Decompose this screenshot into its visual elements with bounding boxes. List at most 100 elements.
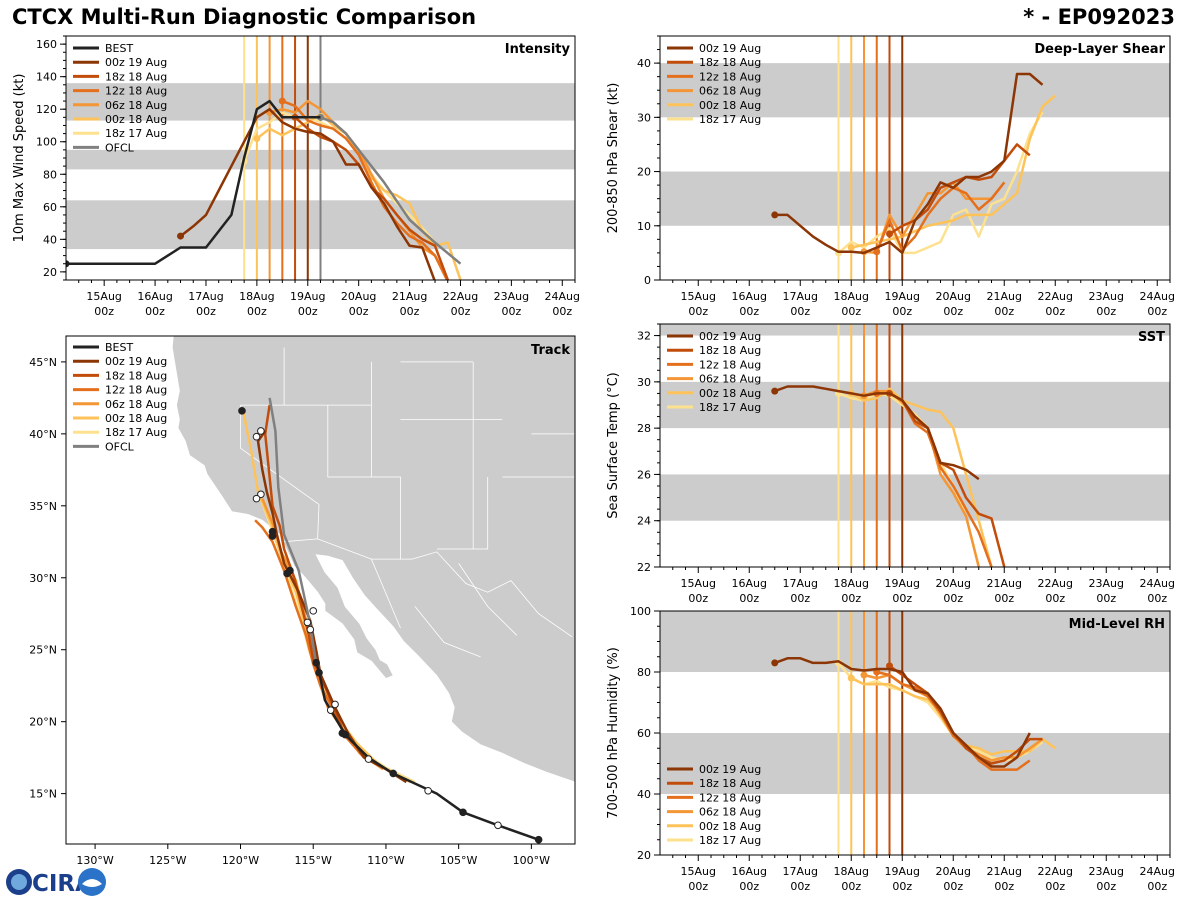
x-tick-label: 00z xyxy=(1147,880,1167,893)
sst-plot-area xyxy=(660,324,1170,567)
series-line xyxy=(774,657,1031,768)
track-position-marker xyxy=(252,494,261,503)
x-tick-label: 22Aug xyxy=(443,290,478,303)
series-line xyxy=(66,99,321,265)
x-tick-label: 00z xyxy=(1147,305,1167,318)
x-tick-label: 00z xyxy=(943,592,963,605)
y-tick-label: 20 xyxy=(43,266,57,279)
x-tick-label: 00z xyxy=(1096,592,1116,605)
x-tick-label: 00z xyxy=(790,880,810,893)
x-tick-label: 16Aug xyxy=(137,290,172,303)
x-tick-label: 00z xyxy=(892,305,912,318)
x-tick-label: 20Aug xyxy=(936,865,971,878)
track-position-marker xyxy=(303,618,312,627)
rh-panel: 15Aug 00z 16Aug 00z 17Aug 00z 18Aug 00z 19Aug 00z… xyxy=(606,605,1175,893)
y-tick-label: 25°N xyxy=(29,644,57,657)
shear-plot-area xyxy=(660,36,1170,280)
series-line xyxy=(888,392,1006,567)
track-position-marker xyxy=(312,658,320,667)
track-position-marker xyxy=(389,769,398,778)
track-legend-entry: 18z 18 Aug xyxy=(105,369,167,382)
series-line xyxy=(888,664,1043,765)
series-line xyxy=(850,387,993,567)
x-tick-label: 00z xyxy=(1045,592,1065,605)
track-position-marker xyxy=(257,490,265,499)
x-tick-label: 00z xyxy=(943,305,963,318)
y-tick-label: 15°N xyxy=(29,788,57,801)
track-panel: 130°W 125°W 120°W 115°W 110°W 105°W 100°W 15°N 2… xyxy=(29,335,576,867)
sst-legend-entry: 00z 18 Aug xyxy=(699,387,761,400)
storm-id: * - EP092023 xyxy=(1023,5,1175,29)
track-line xyxy=(314,662,540,841)
sst-panel: 15Aug 00z 16Aug 00z 17Aug 00z 18Aug 00z 19Aug 00z… xyxy=(606,323,1175,605)
page-title: CTCX Multi-Run Diagnostic Comparison xyxy=(12,5,477,29)
track-position-marker xyxy=(238,407,246,415)
sst-legend-entry: 00z 19 Aug xyxy=(699,330,761,343)
series-start-point xyxy=(886,662,893,670)
shear-legend-entry: 12z 18 Aug xyxy=(699,70,761,83)
x-tick-label: 19Aug xyxy=(885,577,920,590)
y-axis-label: 700-500 hPa Humidity (%) xyxy=(606,647,621,819)
cira-logo: CIRA xyxy=(6,868,106,897)
x-tick-label: 23Aug xyxy=(1089,577,1124,590)
track-legend-entry: 18z 17 Aug xyxy=(105,426,167,439)
x-tick-label: 15Aug xyxy=(681,290,716,303)
y-axis-label: 200-850 hPa Shear (kt) xyxy=(606,83,621,234)
series-start-point xyxy=(771,659,779,667)
series-start-point xyxy=(771,211,779,219)
shear-legend-entry: 18z 18 Aug xyxy=(699,56,761,69)
y-tick-label: 20 xyxy=(637,849,651,862)
threshold-band xyxy=(660,63,1170,118)
x-tick-label: 18Aug xyxy=(239,290,274,303)
track-position-marker xyxy=(315,668,323,677)
sst-legend-entry: 12z 18 Aug xyxy=(699,358,761,371)
x-tick-label: 17Aug xyxy=(188,290,223,303)
track-legend-entry: 00z 19 Aug xyxy=(105,355,167,368)
threshold-band xyxy=(660,733,1170,794)
axes-frame xyxy=(65,335,576,845)
x-tick-label: 00z xyxy=(892,880,912,893)
intensity-legend-entry: 06z 18 Aug xyxy=(105,99,167,112)
x-tick-label: 21Aug xyxy=(987,290,1022,303)
x-tick-label: 00z xyxy=(739,880,759,893)
intensity-panel: 15Aug 00z 16Aug 00z 17Aug 00z 18Aug 00z 19Aug 00z… xyxy=(12,35,580,318)
rh-legend-entry: 06z 18 Aug xyxy=(699,806,761,819)
x-tick-label: 00z xyxy=(196,305,216,318)
y-tick-label: 30 xyxy=(637,376,651,389)
state-border xyxy=(317,504,320,539)
x-tick-label: 00z xyxy=(501,305,521,318)
panel-title: Track xyxy=(531,343,570,358)
x-tick-label: 00z xyxy=(451,305,471,318)
x-tick-label: 00z xyxy=(994,880,1014,893)
y-tick-label: 22 xyxy=(637,561,651,574)
series-start-point xyxy=(886,230,893,238)
series-line xyxy=(837,662,1044,762)
y-tick-label: 35°N xyxy=(29,500,57,513)
y-tick-label: 100 xyxy=(36,136,57,149)
series-line xyxy=(837,111,1044,255)
x-tick-label: 00z xyxy=(739,592,759,605)
x-tick-label: 00z xyxy=(943,880,963,893)
track-position-marker xyxy=(309,607,318,615)
y-tick-label: 100 xyxy=(630,605,651,618)
x-tick-label: 100°W xyxy=(513,854,550,867)
x-tick-label: 110°W xyxy=(367,854,404,867)
x-tick-label: 00z xyxy=(841,305,861,318)
y-tick-label: 24 xyxy=(637,515,651,528)
state-border xyxy=(414,606,481,658)
track-position-marker xyxy=(331,700,339,709)
x-tick-label: 00z xyxy=(145,305,165,318)
intensity-legend-entry: 18z 17 Aug xyxy=(105,127,167,140)
x-tick-label: 00z xyxy=(892,592,912,605)
rh-legend-entry: 18z 18 Aug xyxy=(699,777,761,790)
x-tick-label: 00z xyxy=(688,305,708,318)
series-start-point xyxy=(847,243,855,251)
shear-legend-entry: 06z 18 Aug xyxy=(699,85,761,98)
x-tick-label: 00z xyxy=(739,305,759,318)
x-tick-label: 15Aug xyxy=(681,577,716,590)
y-tick-label: 10 xyxy=(637,220,651,233)
rh-legend-entry: 00z 19 Aug xyxy=(699,763,761,776)
sst-legend-entry: 18z 17 Aug xyxy=(699,401,761,414)
x-tick-label: 120°W xyxy=(222,854,259,867)
